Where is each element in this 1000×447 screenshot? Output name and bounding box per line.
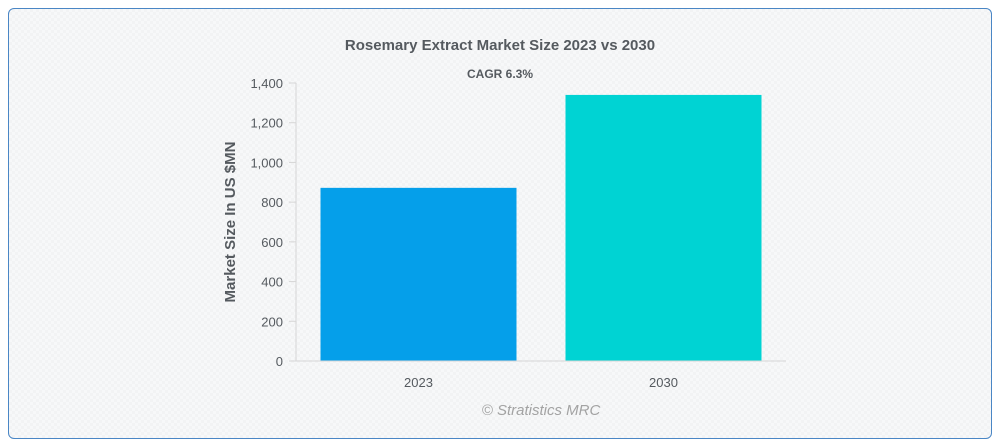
chart-title: Rosemary Extract Market Size 2023 vs 203…	[345, 37, 655, 54]
y-tick-label: 0	[276, 354, 283, 369]
y-axis-label: Market Size In US $MN	[222, 142, 239, 303]
bar-2023	[320, 187, 517, 361]
y-tick-label: 400	[261, 275, 283, 290]
x-tick-label: 2023	[404, 375, 433, 390]
x-tick-label: 2030	[649, 375, 678, 390]
x-axis: 2023 2030	[296, 360, 786, 390]
y-tick-label: 1,000	[250, 155, 283, 170]
y-tick-label: 600	[261, 235, 283, 250]
y-tick-label: 200	[261, 314, 283, 329]
y-tick-label: 800	[261, 195, 283, 210]
chart-subtitle: CAGR 6.3%	[467, 67, 533, 81]
y-tick-label: 1,200	[250, 116, 283, 131]
bars	[320, 94, 762, 362]
bar-2030	[565, 94, 762, 362]
credit-text: © Stratistics MRC	[482, 402, 601, 419]
y-tick-label: 1,400	[250, 76, 283, 91]
y-axis: 0 200 400 600 800 1,000 1,200 1,400	[250, 76, 297, 369]
